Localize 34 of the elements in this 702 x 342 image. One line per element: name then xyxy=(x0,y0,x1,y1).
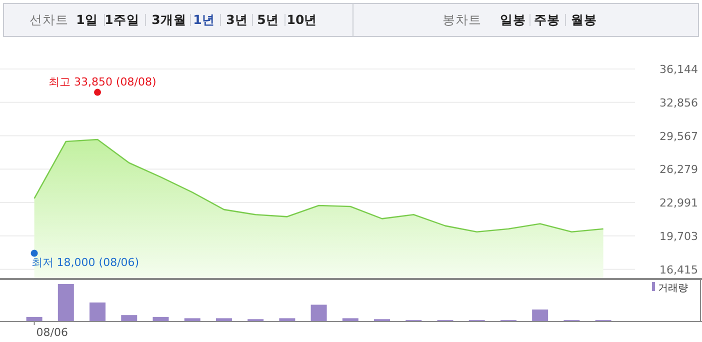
bar xyxy=(532,310,548,321)
y-tick-label: 26,279 xyxy=(660,163,698,176)
text: 1일 xyxy=(76,12,98,27)
bar xyxy=(184,318,200,321)
bar xyxy=(216,318,232,321)
text: 10년 xyxy=(286,12,318,27)
y-tick-label: 16,415 xyxy=(660,263,698,276)
text: 08/06 xyxy=(36,326,68,339)
bar xyxy=(342,318,358,321)
bar xyxy=(279,318,296,321)
annotation: 최고 33,850 (08/08) xyxy=(48,75,156,88)
text: 일봉 xyxy=(500,12,526,27)
y-tick-label: 19,703 xyxy=(660,230,698,243)
bar xyxy=(90,302,106,321)
text: 3년 xyxy=(226,12,248,27)
bar xyxy=(152,316,169,321)
legend-label: 거래량 xyxy=(658,283,688,294)
y-tick-label: 22,991 xyxy=(660,196,698,210)
bar xyxy=(121,315,138,321)
text: 주봉 xyxy=(534,12,560,27)
text: 5년 xyxy=(257,12,279,27)
text: 3개월 xyxy=(152,12,186,27)
bar xyxy=(310,304,327,321)
text: 1주일 xyxy=(104,12,140,27)
text: 선차트 xyxy=(30,12,68,27)
text: 1년 xyxy=(193,12,215,27)
y-tick-label: 32,856 xyxy=(660,96,698,110)
bar xyxy=(58,284,74,321)
y-tick-label: 36,144 xyxy=(660,63,698,76)
annotation: 최저 18,000 (08/06) xyxy=(31,256,140,270)
bar xyxy=(26,316,42,321)
y-tick-label: 29,567 xyxy=(660,130,698,143)
text: 봉차트 xyxy=(442,12,482,27)
text: 월봉 xyxy=(571,12,597,27)
